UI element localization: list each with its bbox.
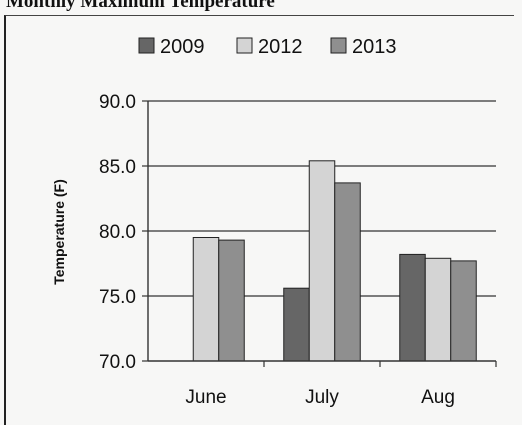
y-tick-label: 80.0 — [99, 222, 136, 243]
legend: 2009 2012 2013 — [138, 36, 397, 58]
y-tick-label: 90.0 — [99, 92, 136, 113]
x-tick-label: Aug — [421, 387, 455, 408]
bar-2009-aug — [399, 253, 426, 362]
legend-swatch-2012 — [236, 37, 253, 54]
legend-label-2013: 2013 — [352, 36, 397, 58]
bar-2012-june — [192, 237, 220, 362]
bar-2013-aug — [450, 260, 477, 362]
page-title: Monthly Maximum Temperature — [6, 0, 275, 12]
bar-2012-aug — [424, 257, 452, 362]
x-tick-label: June — [185, 387, 226, 408]
y-tick-label: 85.0 — [99, 157, 136, 178]
bar-2012-july — [308, 160, 336, 362]
legend-label-2009: 2009 — [160, 36, 205, 58]
y-tick-label: 70.0 — [99, 352, 136, 373]
x-tick-label: July — [305, 387, 339, 408]
bar-2013-june — [218, 239, 245, 362]
y-axis-label: Temperature (F) — [51, 179, 67, 285]
chart-frame — [4, 15, 514, 425]
legend-swatch-2013 — [330, 37, 347, 54]
legend-swatch-2009 — [138, 37, 155, 54]
axes: 70.0 75.0 80.0 85.0 90.0 June July Aug — [99, 92, 497, 408]
bar-2009-july — [283, 287, 310, 362]
legend-label-2012: 2012 — [258, 36, 303, 58]
bar-2013-july — [334, 182, 361, 362]
bars — [192, 160, 477, 362]
y-tick-label: 75.0 — [99, 287, 136, 308]
